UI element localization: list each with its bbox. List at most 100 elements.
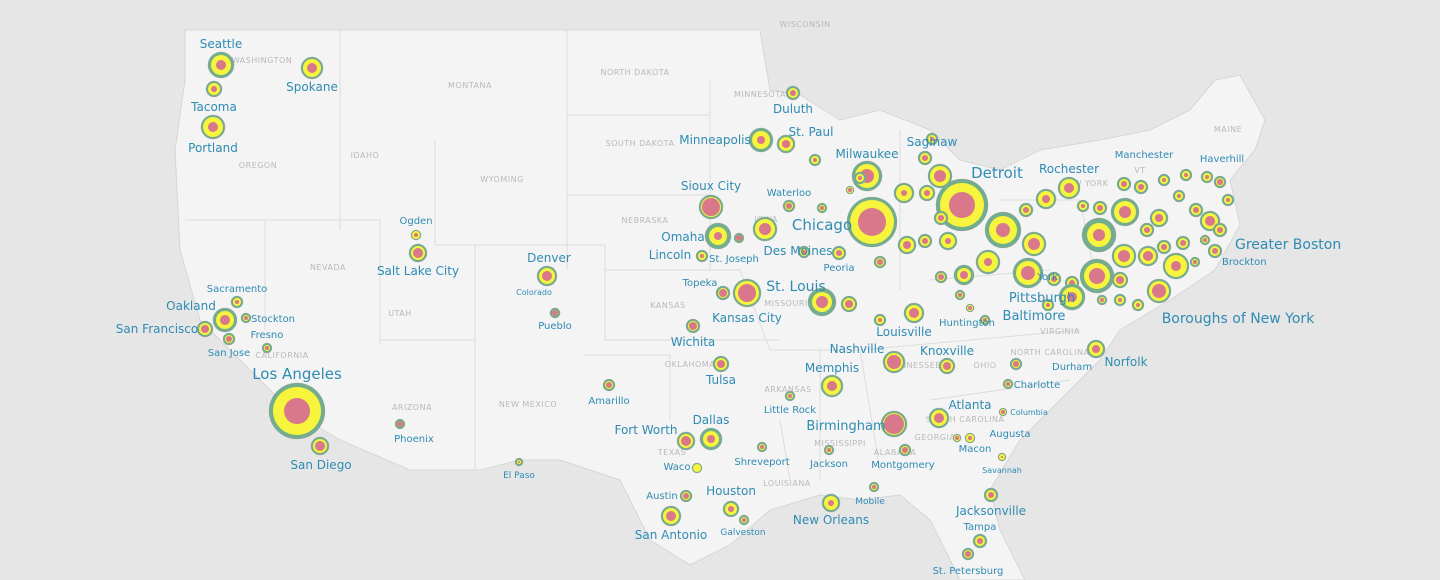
city-bubble[interactable] <box>549 307 561 319</box>
city-bubble[interactable] <box>984 211 1022 249</box>
city-bubble[interactable] <box>1081 217 1117 253</box>
city-bubble[interactable] <box>394 418 406 430</box>
city-bubble[interactable] <box>953 264 975 286</box>
city-bubble[interactable] <box>952 433 962 443</box>
city-bubble[interactable] <box>1175 235 1191 251</box>
city-bubble[interactable] <box>230 295 244 309</box>
city-bubble[interactable] <box>695 249 709 263</box>
city-bubble[interactable] <box>1096 294 1108 306</box>
city-bubble[interactable] <box>1116 176 1132 192</box>
city-bubble[interactable] <box>1113 293 1127 307</box>
city-bubble[interactable] <box>1133 179 1149 195</box>
city-bubble[interactable] <box>536 265 558 287</box>
city-bubble[interactable] <box>722 500 740 518</box>
city-bubble[interactable] <box>1131 298 1145 312</box>
city-bubble[interactable] <box>965 303 975 313</box>
city-bubble[interactable] <box>660 505 682 527</box>
city-bubble[interactable] <box>205 80 223 98</box>
city-bubble[interactable] <box>1137 245 1159 267</box>
city-bubble[interactable] <box>1200 170 1214 184</box>
city-bubble[interactable] <box>699 427 723 451</box>
city-bubble[interactable] <box>903 302 925 324</box>
city-bubble[interactable] <box>408 243 428 263</box>
city-bubble[interactable] <box>704 222 732 250</box>
city-bubble[interactable] <box>1156 239 1172 255</box>
city-bubble[interactable] <box>1012 257 1044 289</box>
city-bubble[interactable] <box>222 332 236 346</box>
city-bubble[interactable] <box>602 378 616 392</box>
city-bubble[interactable] <box>712 355 730 373</box>
city-bubble[interactable] <box>938 357 956 375</box>
city-bubble[interactable] <box>873 255 887 269</box>
city-bubble[interactable] <box>784 390 796 402</box>
city-bubble[interactable] <box>207 51 235 79</box>
city-bubble[interactable] <box>1188 202 1204 218</box>
city-bubble[interactable] <box>928 407 950 429</box>
city-bubble[interactable] <box>820 374 844 398</box>
city-bubble[interactable] <box>776 134 796 154</box>
city-bubble[interactable] <box>1092 200 1108 216</box>
city-bubble[interactable] <box>782 199 796 213</box>
city-bubble[interactable] <box>1172 189 1186 203</box>
city-bubble[interactable] <box>893 182 915 204</box>
city-bubble[interactable] <box>1076 199 1090 213</box>
city-bubble[interactable] <box>679 489 693 503</box>
city-bubble[interactable] <box>918 184 936 202</box>
city-bubble[interactable] <box>196 320 214 338</box>
city-bubble[interactable] <box>925 132 939 146</box>
city-bubble[interactable] <box>1041 298 1055 312</box>
city-bubble[interactable] <box>261 342 273 354</box>
city-bubble[interactable] <box>1002 378 1014 390</box>
city-bubble[interactable] <box>983 487 999 503</box>
city-bubble[interactable] <box>1213 175 1227 189</box>
city-bubble[interactable] <box>816 202 828 214</box>
city-bubble[interactable] <box>938 231 958 251</box>
city-bubble[interactable] <box>917 233 933 249</box>
city-bubble[interactable] <box>514 457 524 467</box>
city-bubble[interactable] <box>1111 243 1137 269</box>
city-bubble[interactable] <box>1058 283 1086 311</box>
city-bubble[interactable] <box>1149 208 1169 228</box>
city-bubble[interactable] <box>997 452 1007 462</box>
city-bubble[interactable] <box>1086 339 1106 359</box>
city-bubble[interactable] <box>732 278 762 308</box>
city-bubble[interactable] <box>1079 258 1115 294</box>
city-bubble[interactable] <box>1189 256 1201 268</box>
city-bubble[interactable] <box>1021 231 1047 257</box>
city-bubble[interactable] <box>1212 222 1228 238</box>
city-bubble[interactable] <box>954 289 966 301</box>
city-bubble[interactable] <box>240 312 252 324</box>
city-bubble[interactable] <box>1139 222 1155 238</box>
city-bubble[interactable] <box>738 514 750 526</box>
city-bubble[interactable] <box>1162 252 1190 280</box>
city-bubble[interactable] <box>797 245 811 259</box>
city-bubble[interactable] <box>1207 243 1223 259</box>
city-bubble[interactable] <box>898 443 912 457</box>
city-bubble[interactable] <box>927 163 953 189</box>
city-bubble[interactable] <box>300 56 324 80</box>
city-bubble[interactable] <box>846 196 898 248</box>
city-bubble[interactable] <box>831 245 847 261</box>
city-bubble[interactable] <box>1110 197 1140 227</box>
city-bubble[interactable] <box>975 249 1001 275</box>
city-bubble[interactable] <box>1221 193 1235 207</box>
city-bubble[interactable] <box>1057 176 1081 200</box>
city-bubble[interactable] <box>933 210 949 226</box>
city-bubble[interactable] <box>1146 278 1172 304</box>
city-bubble[interactable] <box>756 441 768 453</box>
city-bubble[interactable] <box>785 85 801 101</box>
city-bubble[interactable] <box>998 407 1008 417</box>
city-bubble[interactable] <box>698 194 724 220</box>
city-bubble[interactable] <box>1018 202 1034 218</box>
city-bubble[interactable] <box>853 171 867 185</box>
city-bubble[interactable] <box>748 127 774 153</box>
city-bubble[interactable] <box>821 493 841 513</box>
city-bubble[interactable] <box>310 436 330 456</box>
city-bubble[interactable] <box>935 178 989 232</box>
city-bubble[interactable] <box>212 307 238 333</box>
city-bubble[interactable] <box>1111 271 1129 289</box>
city-bubble[interactable] <box>676 431 696 451</box>
city-bubble[interactable] <box>840 295 858 313</box>
city-bubble[interactable] <box>882 350 906 374</box>
